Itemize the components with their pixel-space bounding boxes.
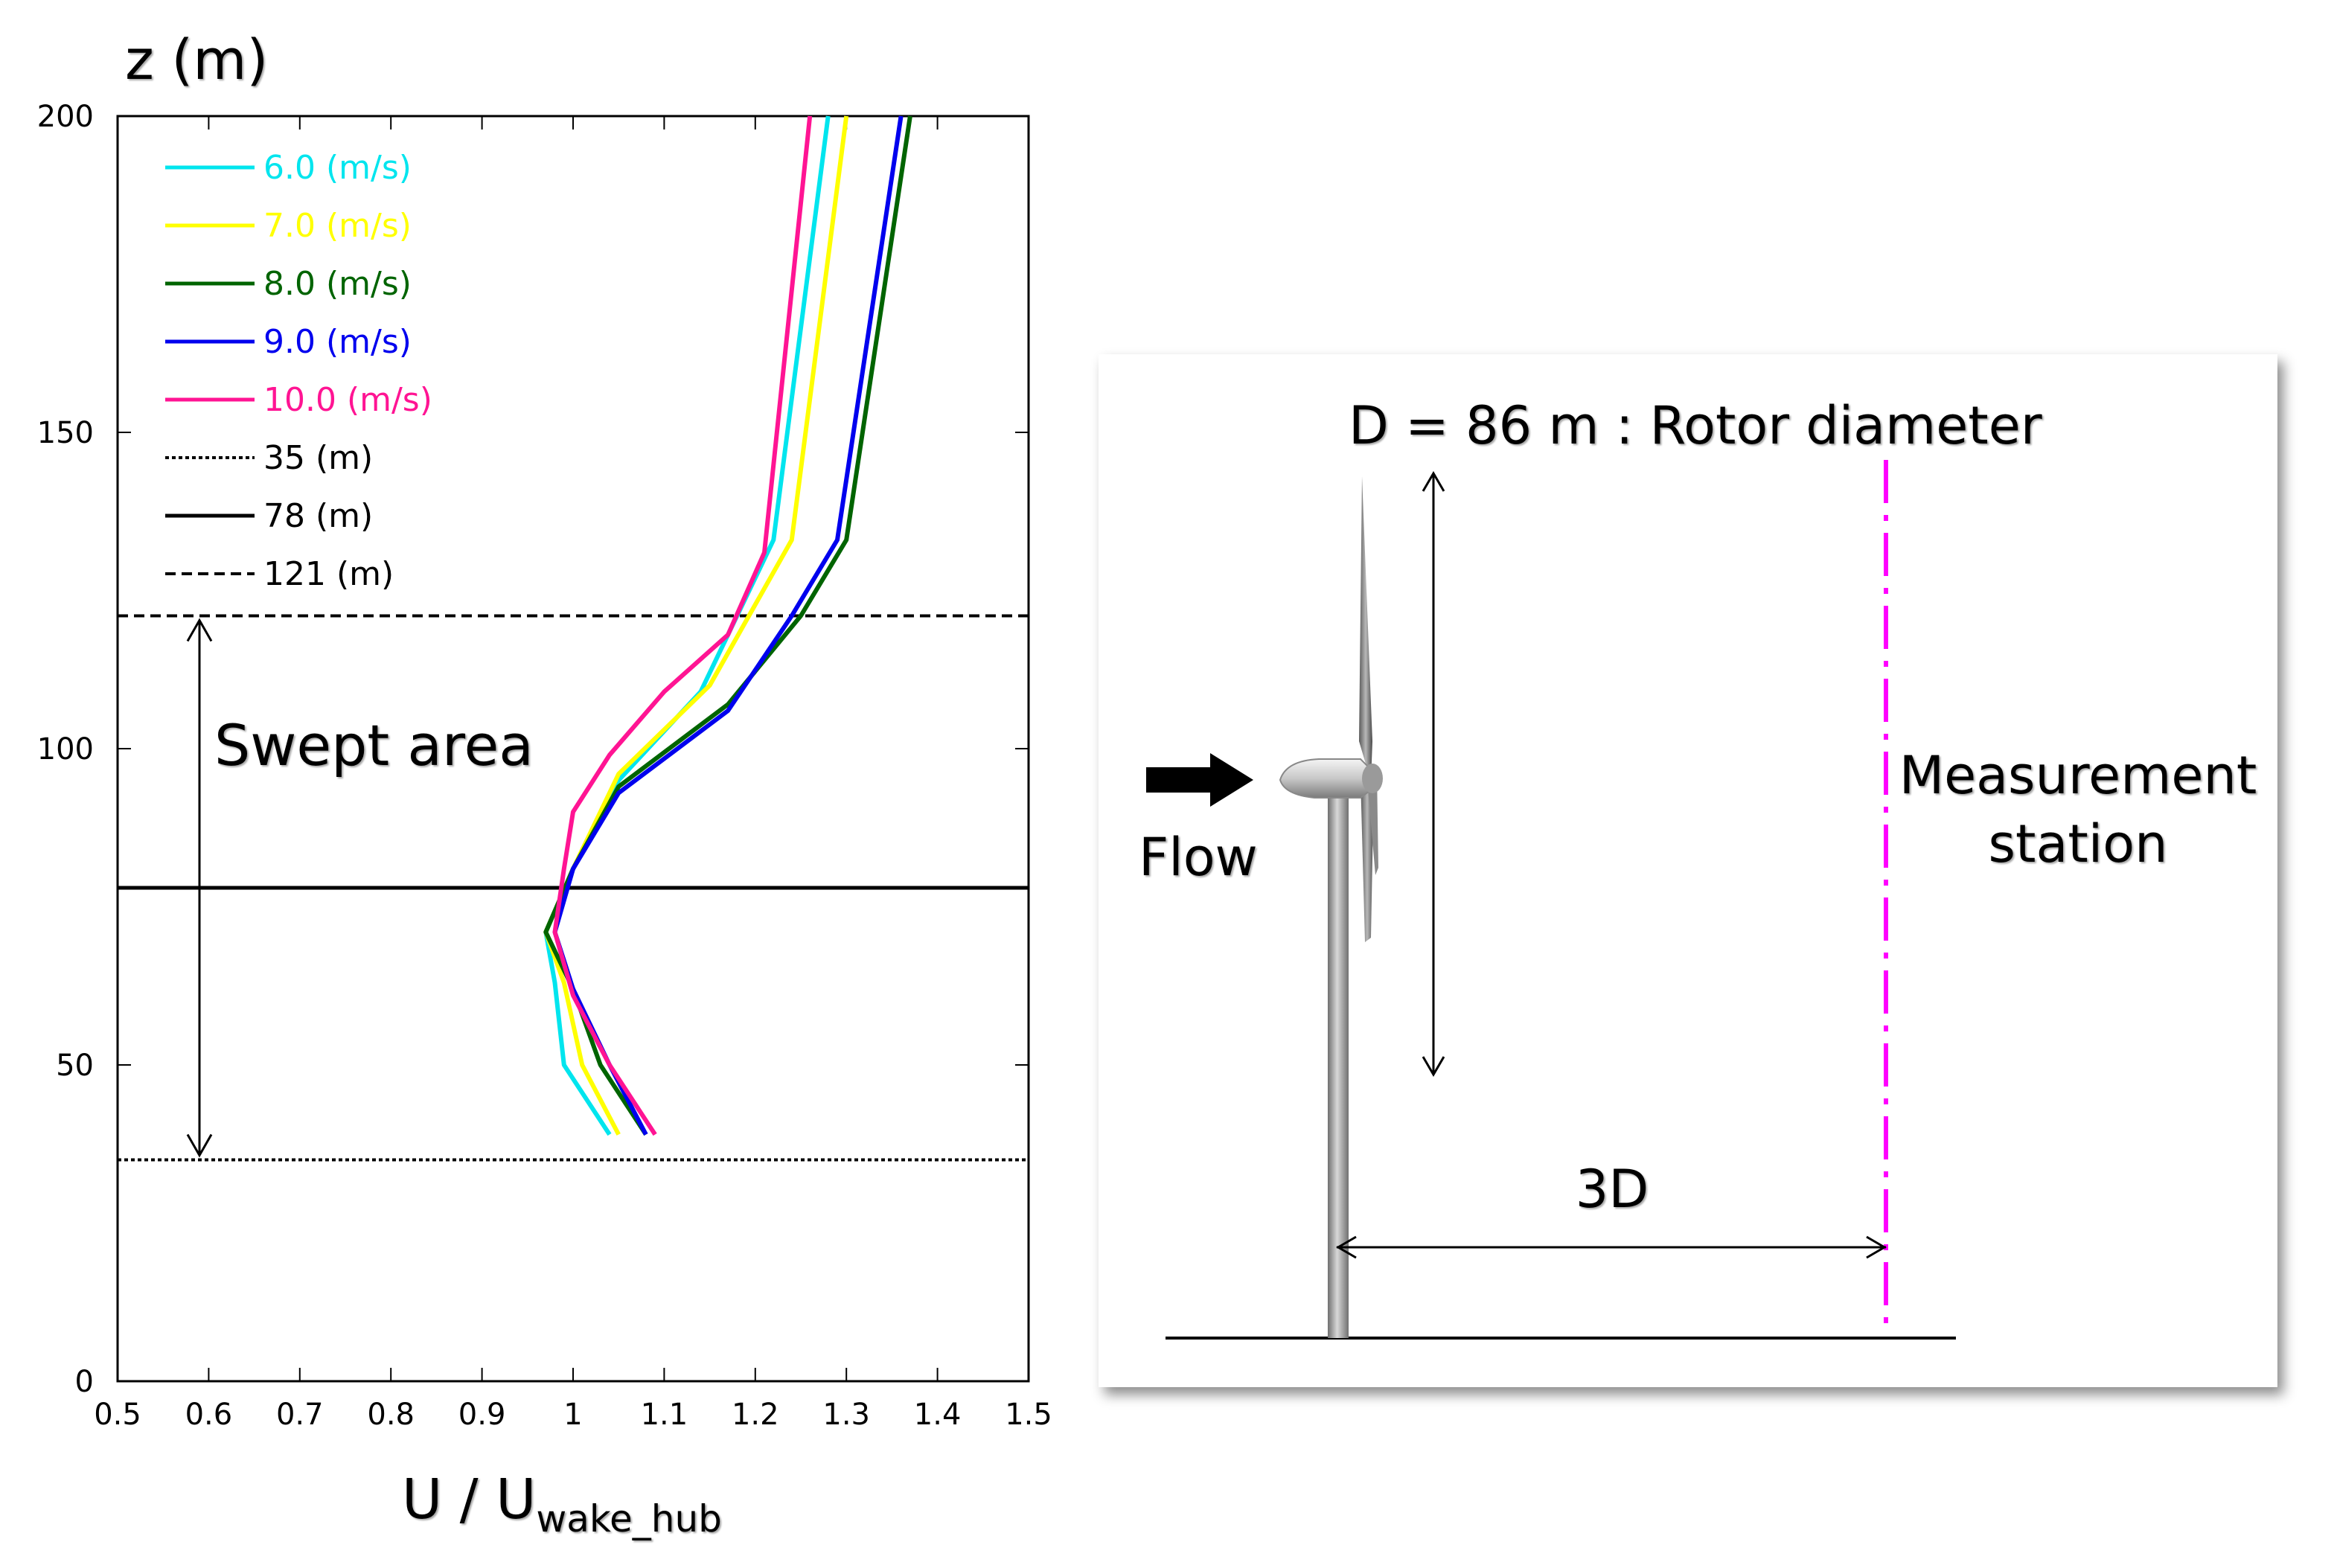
turbine-nacelle: [1279, 758, 1373, 799]
series-lines-layer: [543, 115, 912, 1136]
x-tick-label: 1: [563, 1398, 582, 1432]
x-axis-title: U / Uwake_hub: [402, 1468, 722, 1540]
turbine-lower-blade: [1361, 778, 1374, 942]
turbine-diagram: Flow D = 86 m : Rotor diameter Measureme…: [1139, 395, 2257, 1340]
x-tick-label: 0.5: [94, 1398, 141, 1432]
y-tick-label: 150: [37, 416, 94, 450]
rotor-diameter-arrowhead-bottom: [1422, 1056, 1445, 1077]
distance-label: 3D: [1576, 1159, 1649, 1220]
legend-label: 35 (m): [263, 439, 373, 477]
x-tick-label: 1.1: [641, 1398, 688, 1432]
legend-label: 10.0 (m/s): [263, 381, 432, 419]
series-line-8.0: [543, 115, 912, 1136]
legend-label: 121 (m): [263, 555, 394, 593]
legend-label: 7.0 (m/s): [263, 207, 412, 245]
turbine-hub: [1362, 764, 1383, 793]
flow-arrow-icon: [1146, 753, 1253, 807]
plot-frame-layer: [116, 115, 1030, 1383]
x-axis-title-subscript: wake_hub: [536, 1497, 722, 1540]
legend: 6.0 (m/s) 7.0 (m/s) 8.0 (m/s) 9.0 (m/s) 10.0…: [165, 149, 432, 593]
tick-labels-layer: 0.5 0.6 0.7 0.8 0.9 1 1.1 1.2 1.3 1.4 1.5 0 50 100 150…: [37, 100, 1052, 1432]
turbine-tower: [1328, 789, 1349, 1338]
x-tick-label: 1.2: [732, 1398, 779, 1432]
x-axis-title-main: U / U: [402, 1468, 536, 1532]
swept-area-arrowhead-bottom: [186, 1133, 213, 1158]
swept-area-arrowhead-top: [186, 618, 213, 642]
x-tick-label: 1.4: [914, 1398, 962, 1432]
y-tick-label: 0: [75, 1365, 94, 1399]
y-tick-label: 200: [37, 100, 94, 134]
turbine-upper-blade: [1359, 476, 1372, 781]
x-tick-label: 1.3: [822, 1398, 870, 1432]
y-tick-label: 50: [56, 1049, 94, 1083]
legend-label: 6.0 (m/s): [263, 149, 412, 187]
measurement-station-label-line2: station: [1989, 813, 2168, 874]
turbine-diagram-panel: Flow D = 86 m : Rotor diameter Measureme…: [1099, 354, 2277, 1387]
turbine-third-blade: [1366, 771, 1378, 875]
flow-label: Flow: [1139, 827, 1258, 888]
x-tick-label: 1.5: [1005, 1398, 1052, 1432]
measurement-station-label-line1: Measurement: [1899, 745, 2257, 806]
reference-lines-layer: [118, 614, 1029, 1162]
x-tick-label: 0.7: [276, 1398, 324, 1432]
swept-area-label: Swept area: [214, 712, 534, 778]
series-line-9.0: [552, 115, 904, 1136]
rotor-diameter-arrowhead-top: [1422, 471, 1445, 492]
legend-label: 78 (m): [263, 497, 373, 535]
y-axis-title: z (m): [125, 28, 268, 92]
series-line-7.0: [543, 115, 849, 1136]
x-tick-label: 0.8: [367, 1398, 415, 1432]
rotor-diameter-label: D = 86 m : Rotor diameter: [1349, 395, 2042, 456]
legend-label: 8.0 (m/s): [263, 265, 412, 303]
y-tick-label: 100: [37, 732, 94, 767]
wake-profile-chart: 0.5 0.6 0.7 0.8 0.9 1 1.1 1.2 1.3 1.4 1.5 0 50 100 150…: [37, 28, 1052, 1540]
distance-arrowhead-left: [1336, 1235, 1357, 1259]
legend-label: 9.0 (m/s): [263, 323, 412, 361]
distance-arrowhead-right: [1866, 1235, 1887, 1259]
x-tick-label: 0.6: [185, 1398, 233, 1432]
x-tick-label: 0.9: [458, 1398, 506, 1432]
series-line-10.0: [552, 115, 813, 1136]
